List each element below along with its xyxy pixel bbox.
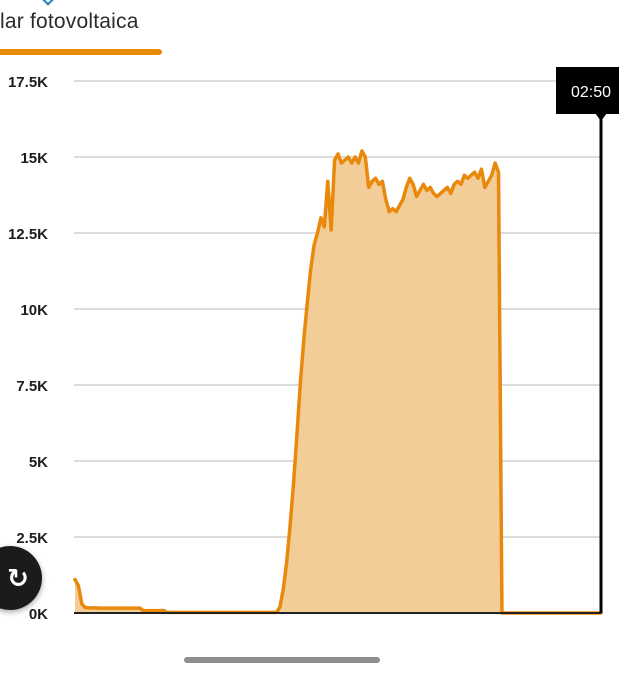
y-tick-label: 15K <box>20 150 48 167</box>
area-fill <box>75 150 601 614</box>
tab-active-indicator <box>0 49 162 55</box>
y-tick-label: 12.5K <box>8 226 48 243</box>
time-tooltip: 02:50 <box>556 67 619 121</box>
y-tick-label: 10K <box>20 302 48 319</box>
time-tooltip-text: 02:50 <box>571 84 611 101</box>
home-gesture-bar[interactable] <box>184 657 380 663</box>
y-tick-label: 17.5K <box>8 74 48 91</box>
y-tick-label: 2.5K <box>16 530 48 547</box>
y-tick-label: 0K <box>29 606 48 623</box>
y-tick-label: 5K <box>29 454 48 471</box>
refresh-icon: ↻ <box>7 563 29 593</box>
y-tick-label: 7.5K <box>16 378 48 395</box>
y-axis-ticks: 17.5K 15K 12.5K 10K 7.5K 5K 2.5K 0K <box>8 74 48 623</box>
tab-solar-pv[interactable]: lar fotovoltaica <box>0 10 139 33</box>
